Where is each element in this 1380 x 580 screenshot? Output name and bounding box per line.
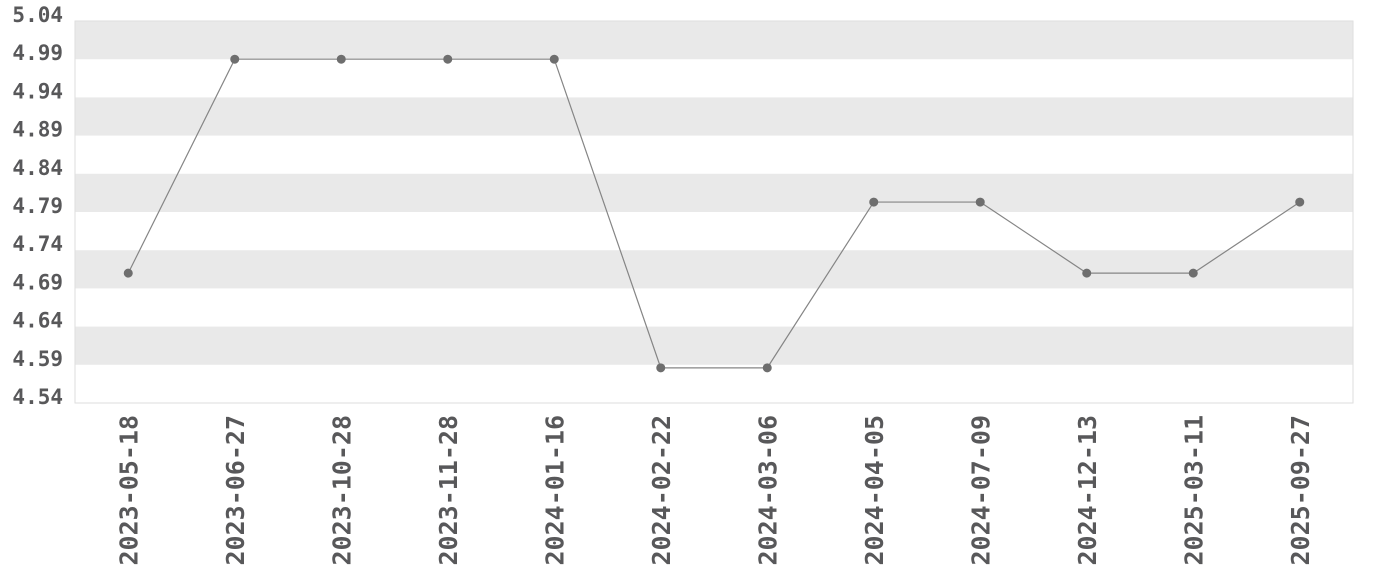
x-axis-tick-label: 2023-10-28 — [327, 415, 356, 566]
x-axis-tick-label: 2024-04-05 — [860, 415, 889, 566]
data-point — [1295, 197, 1305, 207]
grid-band — [75, 326, 1353, 365]
line-series — [127, 58, 1301, 369]
data-point — [1082, 268, 1092, 278]
y-axis-tick-label: 4.59 — [12, 347, 63, 371]
x-axis-tick-label: 2023-06-27 — [221, 415, 250, 566]
x-axis-tick-label: 2024-02-22 — [647, 415, 676, 566]
grid-band — [75, 97, 1353, 136]
x-axis-tick-label: 2025-03-11 — [1179, 415, 1208, 566]
data-point — [869, 197, 879, 207]
grid-band — [75, 173, 1353, 212]
x-axis-tick-label: 2025-09-27 — [1286, 415, 1315, 566]
data-point — [762, 363, 772, 373]
data-point — [443, 54, 453, 64]
y-axis-tick-label: 4.89 — [12, 118, 63, 142]
y-axis-tick-label: 4.79 — [12, 194, 63, 218]
data-point — [230, 54, 240, 64]
data-point — [336, 54, 346, 64]
y-axis-tick-label: 4.99 — [12, 41, 63, 65]
grid-band — [75, 250, 1353, 289]
y-axis-tick-label: 4.64 — [12, 309, 63, 333]
data-point — [1188, 268, 1198, 278]
x-axis-tick-label: 2024-12-13 — [1073, 415, 1102, 566]
y-axis-tick-label: 4.84 — [12, 156, 63, 180]
y-axis-tick-label: 4.54 — [12, 385, 63, 409]
x-axis-tick-label: 2024-03-06 — [753, 415, 782, 566]
x-axis-tick-label: 2024-07-09 — [966, 415, 995, 566]
y-axis-tick-label: 4.69 — [12, 270, 63, 294]
x-axis-tick-label: 2024-01-16 — [540, 415, 569, 566]
y-axis-tick-label: 5.04 — [12, 3, 63, 27]
data-point — [656, 363, 666, 373]
plot-border — [74, 20, 1354, 404]
y-axis-tick-label: 4.74 — [12, 232, 63, 256]
grid-band — [75, 21, 1353, 60]
x-axis-tick-label: 2023-05-18 — [114, 415, 143, 566]
y-axis-tick-label: 4.94 — [12, 79, 63, 103]
data-point — [123, 268, 133, 278]
data-point — [549, 54, 559, 64]
x-axis-tick-label: 2023-11-28 — [434, 415, 463, 566]
data-point — [975, 197, 985, 207]
